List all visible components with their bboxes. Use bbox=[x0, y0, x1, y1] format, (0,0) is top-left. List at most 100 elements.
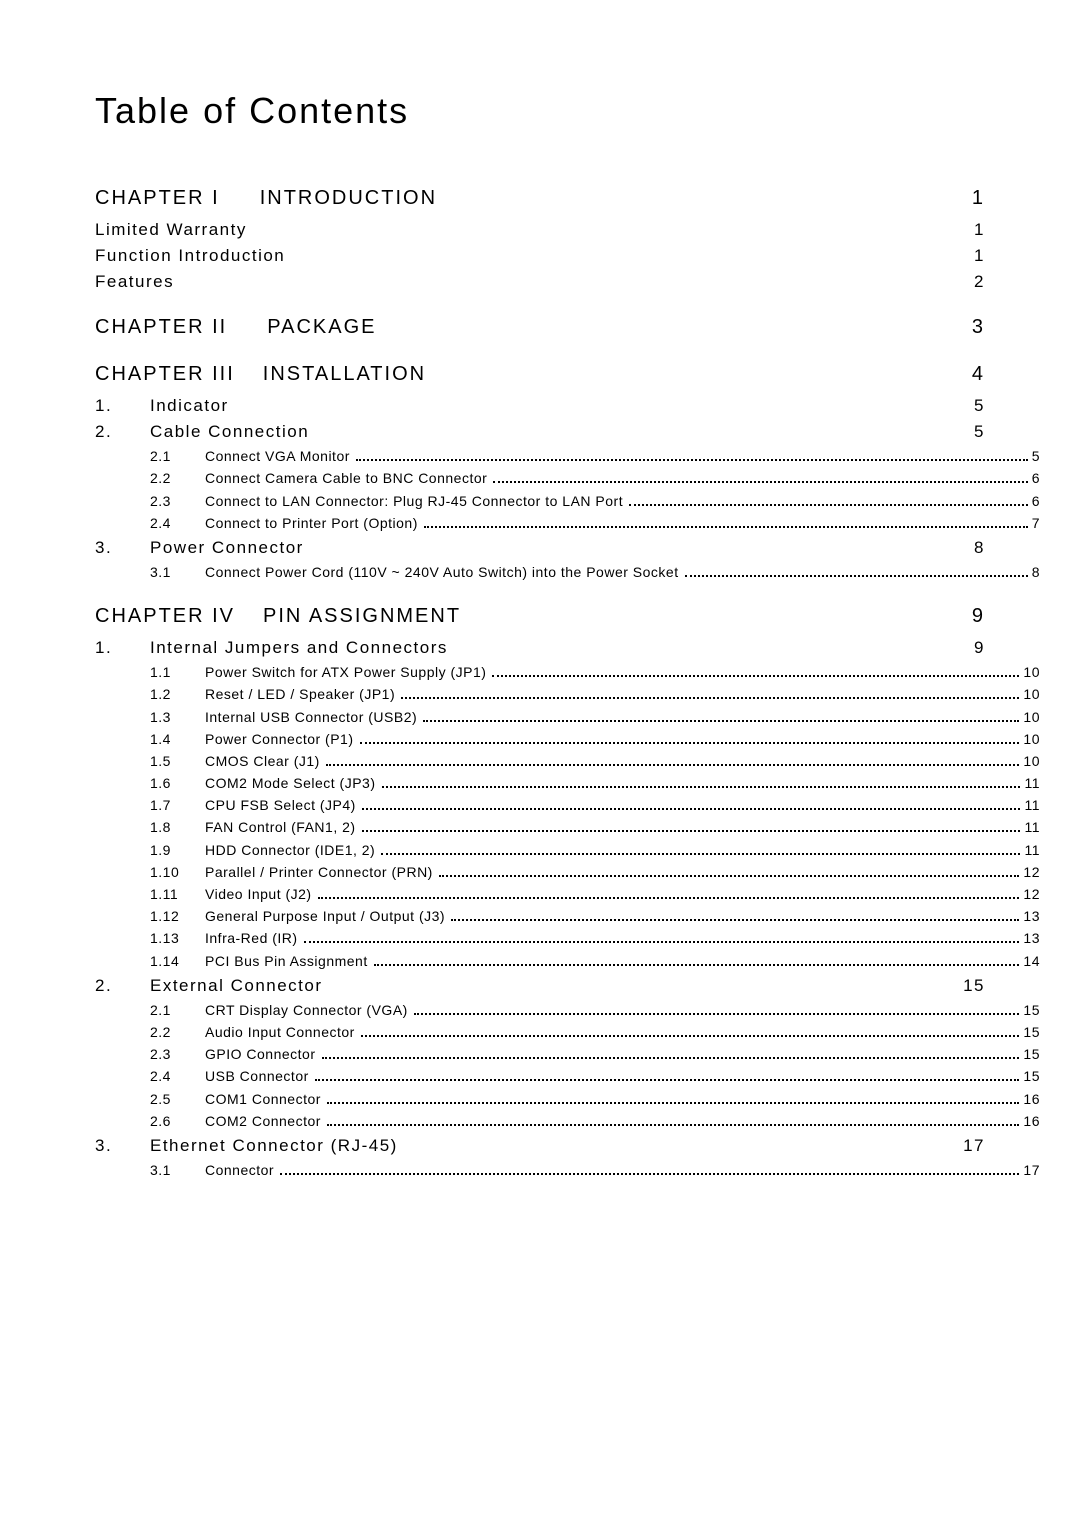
leader-dots bbox=[424, 515, 1028, 528]
chapter-label: CHAPTER III bbox=[95, 363, 235, 386]
toc-subsection: 2.5COM1 Connector 16 bbox=[95, 1090, 1040, 1107]
subsection-title: General Purpose Input / Output (J3) bbox=[205, 908, 445, 924]
page-number: 12 bbox=[1023, 886, 1040, 902]
subsection-number: 2.2 bbox=[150, 1024, 205, 1040]
chapter-title: PIN ASSIGNMENT bbox=[263, 605, 461, 628]
toc-subsection: 3.1Connect Power Cord (110V ~ 240V Auto … bbox=[95, 564, 1040, 581]
subsection-number: 1.5 bbox=[150, 753, 205, 769]
page-number: 10 bbox=[1023, 664, 1040, 680]
subsection-title: Audio Input Connector bbox=[205, 1024, 355, 1040]
page-number: 17 bbox=[1023, 1162, 1040, 1178]
section-title: External Connector bbox=[150, 976, 323, 996]
leader-dots bbox=[280, 1162, 1019, 1175]
toc-subsection: 1.14PCI Bus Pin Assignment 14 bbox=[95, 952, 1040, 969]
leader-dots bbox=[326, 753, 1020, 766]
page-number: 5 bbox=[1032, 448, 1040, 464]
subsection-number: 1.6 bbox=[150, 775, 205, 791]
subsection-title: Parallel / Printer Connector (PRN) bbox=[205, 864, 433, 880]
page-number: 7 bbox=[1032, 515, 1040, 531]
subsection-title: COM1 Connector bbox=[205, 1091, 321, 1107]
page-number: 2 bbox=[974, 272, 985, 292]
section-title: Internal Jumpers and Connectors bbox=[150, 638, 448, 658]
leader-dots bbox=[493, 470, 1027, 483]
toc-heading: Limited Warranty1 bbox=[95, 220, 985, 240]
page-number: 6 bbox=[1032, 493, 1040, 509]
subsection-title: Connector bbox=[205, 1162, 274, 1178]
leader-dots bbox=[401, 686, 1019, 699]
page-number: 5 bbox=[974, 396, 985, 416]
toc-chapter: CHAPTER IIPACKAGE3 bbox=[95, 316, 985, 339]
subsection-number: 1.4 bbox=[150, 731, 205, 747]
heading-title: Features bbox=[95, 272, 174, 292]
subsection-number: 3.1 bbox=[150, 564, 205, 580]
toc-subsection: 2.2Connect Camera Cable to BNC Connector… bbox=[95, 470, 1040, 487]
toc-heading: Function Introduction1 bbox=[95, 246, 985, 266]
toc-subsection: 1.11Video Input (J2) 12 bbox=[95, 886, 1040, 903]
toc-subsection: 2.2Audio Input Connector 15 bbox=[95, 1024, 1040, 1041]
toc-section: 3.Ethernet Connector (RJ-45)17 bbox=[95, 1136, 985, 1156]
subsection-title: Connect to Printer Port (Option) bbox=[205, 515, 418, 531]
page-number: 5 bbox=[974, 422, 985, 442]
toc-subsection: 2.4USB Connector 15 bbox=[95, 1068, 1040, 1085]
chapter-title: INTRODUCTION bbox=[260, 187, 437, 210]
subsection-title: USB Connector bbox=[205, 1068, 309, 1084]
page-number: 11 bbox=[1024, 842, 1040, 858]
page-number: 9 bbox=[974, 638, 985, 658]
toc-subsection: 1.4Power Connector (P1)10 bbox=[95, 731, 1040, 748]
subsection-title: Power Switch for ATX Power Supply (JP1) bbox=[205, 664, 486, 680]
toc-subsection: 1.2Reset / LED / Speaker (JP1) 10 bbox=[95, 686, 1040, 703]
subsection-number: 1.9 bbox=[150, 842, 205, 858]
page-number: 10 bbox=[1023, 709, 1040, 725]
page-number: 4 bbox=[972, 363, 985, 386]
toc-subsection: 2.1CRT Display Connector (VGA) 15 bbox=[95, 1002, 1040, 1019]
subsection-title: Internal USB Connector (USB2) bbox=[205, 709, 417, 725]
subsection-number: 2.5 bbox=[150, 1091, 205, 1107]
subsection-title: Connect VGA Monitor bbox=[205, 448, 350, 464]
page-number: 16 bbox=[1023, 1091, 1040, 1107]
section-number: 2. bbox=[95, 976, 150, 996]
leader-dots bbox=[492, 664, 1019, 677]
leader-dots bbox=[315, 1068, 1020, 1081]
section-number: 2. bbox=[95, 422, 150, 442]
leader-dots bbox=[423, 708, 1019, 721]
toc-subsection: 2.3GPIO Connector15 bbox=[95, 1046, 1040, 1063]
page-number: 15 bbox=[1023, 1024, 1040, 1040]
toc-subsection: 1.6COM2 Mode Select (JP3) 11 bbox=[95, 775, 1040, 792]
subsection-title: Power Connector (P1) bbox=[205, 731, 354, 747]
toc-subsection: 1.10Parallel / Printer Connector (PRN) 12 bbox=[95, 864, 1040, 881]
subsection-number: 1.10 bbox=[150, 864, 205, 880]
toc-subsection: 1.1Power Switch for ATX Power Supply (JP… bbox=[95, 664, 1040, 681]
toc-chapter: CHAPTER IVPIN ASSIGNMENT9 bbox=[95, 605, 985, 628]
page-number: 17 bbox=[963, 1136, 985, 1156]
subsection-number: 1.11 bbox=[150, 886, 205, 902]
subsection-number: 2.4 bbox=[150, 1068, 205, 1084]
toc-subsection: 1.12General Purpose Input / Output (J3) … bbox=[95, 908, 1040, 925]
leader-dots bbox=[361, 1024, 1020, 1037]
page-number: 13 bbox=[1023, 908, 1040, 924]
page-number: 12 bbox=[1023, 864, 1040, 880]
toc-section: 2.Cable Connection5 bbox=[95, 422, 985, 442]
toc-subsection: 1.5CMOS Clear (J1) 10 bbox=[95, 753, 1040, 770]
section-number: 1. bbox=[95, 638, 150, 658]
toc-chapter: CHAPTER IIIINSTALLATION4 bbox=[95, 363, 985, 386]
subsection-title: GPIO Connector bbox=[205, 1046, 316, 1062]
subsection-number: 2.6 bbox=[150, 1113, 205, 1129]
subsection-number: 1.14 bbox=[150, 953, 205, 969]
toc-section: 1.Indicator5 bbox=[95, 396, 985, 416]
toc-subsection: 2.3Connect to LAN Connector: Plug RJ-45 … bbox=[95, 492, 1040, 509]
subsection-number: 1.1 bbox=[150, 664, 205, 680]
subsection-number: 3.1 bbox=[150, 1162, 205, 1178]
subsection-title: COM2 Connector bbox=[205, 1113, 321, 1129]
subsection-number: 2.4 bbox=[150, 515, 205, 531]
toc-chapter: CHAPTER IINTRODUCTION1 bbox=[95, 187, 985, 210]
page-number: 11 bbox=[1024, 797, 1040, 813]
leader-dots bbox=[304, 930, 1020, 943]
subsection-number: 2.3 bbox=[150, 493, 205, 509]
toc-page: Table of Contents CHAPTER IINTRODUCTION1… bbox=[0, 0, 1080, 1529]
page-number: 11 bbox=[1024, 775, 1040, 791]
leader-dots bbox=[318, 886, 1020, 899]
page-number: 15 bbox=[1023, 1002, 1040, 1018]
heading-title: Limited Warranty bbox=[95, 220, 247, 240]
toc-body: CHAPTER IINTRODUCTION1 Limited Warranty1 F… bbox=[95, 187, 985, 1179]
subsection-title: Connect Camera Cable to BNC Connector bbox=[205, 470, 487, 486]
